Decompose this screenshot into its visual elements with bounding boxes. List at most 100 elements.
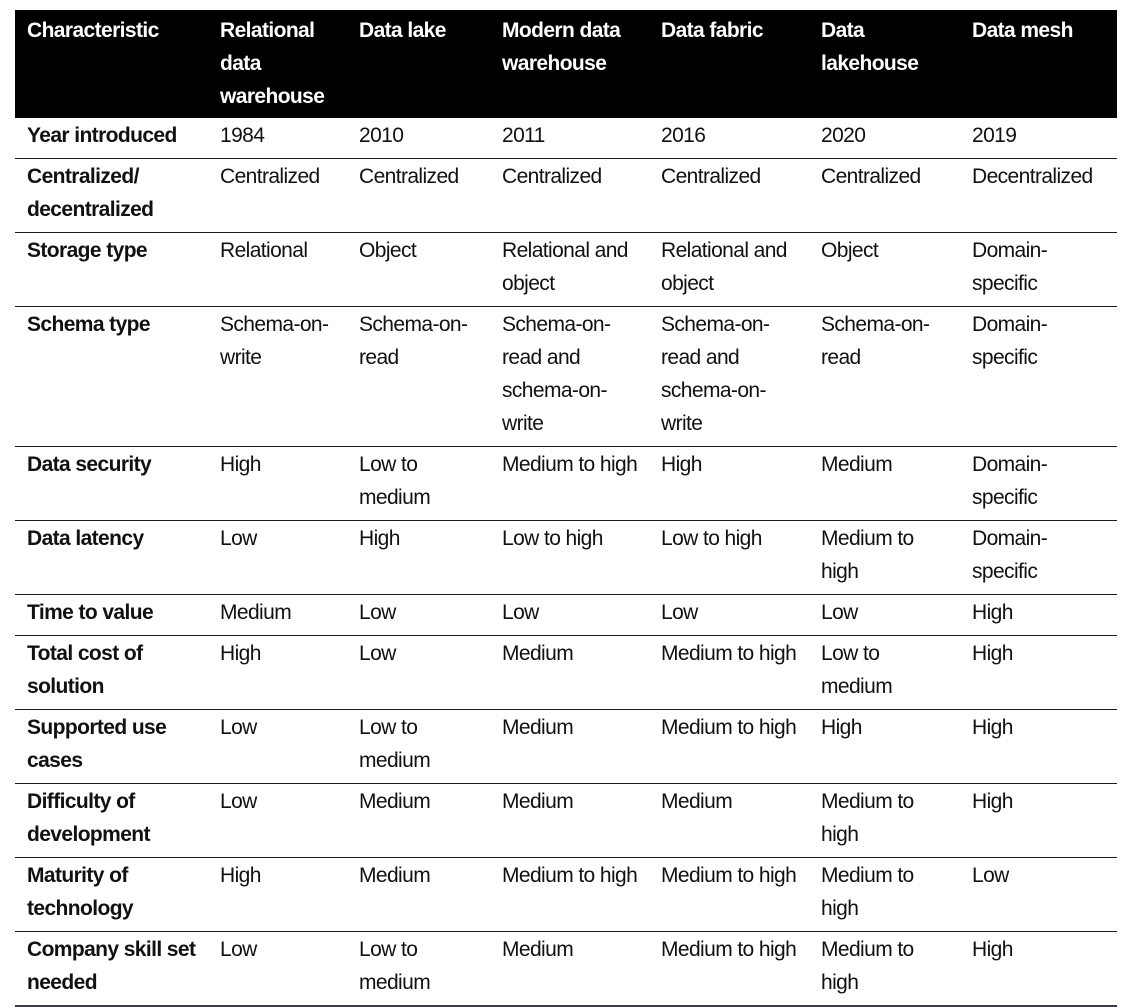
table-row-storage-type: Storage type Relational Object Relationa… xyxy=(15,232,1117,307)
cell-data-lakehouse: Low xyxy=(809,594,960,636)
cell-data-mesh: High xyxy=(960,931,1117,1007)
table-row-centralized-decentralized: Centralized/ decentralized Centralized C… xyxy=(15,158,1117,233)
cell-data-lakehouse: Schema-on- read xyxy=(809,306,960,447)
cell-modern-data-warehouse: Medium to high xyxy=(490,446,649,521)
row-label: Company skill set needed xyxy=(15,931,208,1007)
cell-modern-data-warehouse: Medium xyxy=(490,783,649,858)
row-label: Time to value xyxy=(15,594,208,636)
cell-data-lake: 2010 xyxy=(347,118,490,159)
cell-data-fabric: Medium xyxy=(649,783,809,858)
cell-modern-data-warehouse: Medium to high xyxy=(490,857,649,932)
cell-data-mesh: Domain- specific xyxy=(960,446,1117,521)
row-label: Difficulty of development xyxy=(15,783,208,858)
cell-data-mesh: Domain- specific xyxy=(960,232,1117,307)
cell-modern-data-warehouse: Medium xyxy=(490,709,649,784)
header-data-lake: Data lake xyxy=(359,19,446,42)
cell-data-lakehouse: High xyxy=(809,709,960,784)
data-architecture-comparison-table: Characteristic Relational data warehouse… xyxy=(15,10,1117,1007)
row-label: Total cost of solution xyxy=(15,635,208,710)
row-label: Supported use cases xyxy=(15,709,208,784)
cell-data-mesh: High xyxy=(960,594,1117,636)
comparison-table-container: Characteristic Relational data warehouse… xyxy=(15,10,1117,1007)
cell-data-mesh: High xyxy=(960,709,1117,784)
cell-data-fabric: Low xyxy=(649,594,809,636)
cell-modern-data-warehouse: Low xyxy=(490,594,649,636)
cell-data-fabric: Centralized xyxy=(649,158,809,233)
header-row: Characteristic Relational data warehouse… xyxy=(15,10,1117,118)
cell-modern-data-warehouse: Low to high xyxy=(490,520,649,595)
header-characteristic: Characteristic xyxy=(27,19,159,42)
header-data-mesh: Data mesh xyxy=(972,19,1073,42)
cell-data-fabric: 2016 xyxy=(649,118,809,159)
cell-data-fabric: Medium to high xyxy=(649,857,809,932)
cell-relational-data-warehouse: High xyxy=(208,635,347,710)
cell-data-fabric: Low to high xyxy=(649,520,809,595)
cell-data-lake: Low to medium xyxy=(347,446,490,521)
cell-data-mesh: 2019 xyxy=(960,118,1117,159)
cell-data-fabric: Relational and object xyxy=(649,232,809,307)
row-label: Storage type xyxy=(15,232,208,307)
cell-data-lakehouse: Low to medium xyxy=(809,635,960,710)
cell-relational-data-warehouse: Low xyxy=(208,783,347,858)
cell-relational-data-warehouse: Relational xyxy=(208,232,347,307)
cell-modern-data-warehouse: Relational and object xyxy=(490,232,649,307)
cell-data-lakehouse: Medium to high xyxy=(809,931,960,1007)
table-row-supported-use-cases: Supported use cases Low Low to medium Me… xyxy=(15,709,1117,784)
cell-data-fabric: High xyxy=(649,446,809,521)
cell-data-lakehouse: Medium to high xyxy=(809,857,960,932)
cell-relational-data-warehouse: High xyxy=(208,857,347,932)
table-header: Characteristic Relational data warehouse… xyxy=(15,10,1117,118)
cell-data-fabric: Medium to high xyxy=(649,635,809,710)
cell-data-lakehouse: Medium to high xyxy=(809,520,960,595)
table-row-time-to-value: Time to value Medium Low Low Low Low Hig… xyxy=(15,594,1117,636)
cell-data-lakehouse: Object xyxy=(809,232,960,307)
table-row-maturity-of-technology: Maturity of technology High Medium Mediu… xyxy=(15,857,1117,932)
cell-modern-data-warehouse: Medium xyxy=(490,931,649,1007)
row-label: Data security xyxy=(15,446,208,521)
cell-relational-data-warehouse: 1984 xyxy=(208,118,347,159)
row-label: Maturity of technology xyxy=(15,857,208,932)
row-label: Schema type xyxy=(15,306,208,447)
cell-data-lake: Medium xyxy=(347,857,490,932)
cell-data-lake: Low xyxy=(347,594,490,636)
table-row-company-skill-set-needed: Company skill set needed Low Low to medi… xyxy=(15,931,1117,1007)
cell-relational-data-warehouse: Medium xyxy=(208,594,347,636)
cell-data-lakehouse: 2020 xyxy=(809,118,960,159)
cell-relational-data-warehouse: High xyxy=(208,446,347,521)
cell-data-mesh: Domain- specific xyxy=(960,306,1117,447)
table-row-total-cost-of-solution: Total cost of solution High Low Medium M… xyxy=(15,635,1117,710)
cell-data-lakehouse: Medium xyxy=(809,446,960,521)
row-label: Centralized/ decentralized xyxy=(15,158,208,233)
cell-data-lake: Medium xyxy=(347,783,490,858)
cell-relational-data-warehouse: Low xyxy=(208,931,347,1007)
cell-data-mesh: High xyxy=(960,635,1117,710)
cell-modern-data-warehouse: 2011 xyxy=(490,118,649,159)
cell-data-mesh: Decentralized xyxy=(960,158,1117,233)
table-row-schema-type: Schema type Schema-on- write Schema-on- … xyxy=(15,306,1117,447)
cell-modern-data-warehouse: Centralized xyxy=(490,158,649,233)
cell-data-lake: Low to medium xyxy=(347,709,490,784)
cell-relational-data-warehouse: Low xyxy=(208,709,347,784)
header-modern-data-warehouse: Modern data warehouse xyxy=(502,19,621,75)
table-row-data-latency: Data latency Low High Low to high Low to… xyxy=(15,520,1117,595)
cell-data-lake: Schema-on- read xyxy=(347,306,490,447)
table-row-data-security: Data security High Low to medium Medium … xyxy=(15,446,1117,521)
header-data-fabric: Data fabric xyxy=(661,19,764,42)
cell-data-lake: Centralized xyxy=(347,158,490,233)
table-row-difficulty-of-development: Difficulty of development Low Medium Med… xyxy=(15,783,1117,858)
cell-data-lake: Low to medium xyxy=(347,931,490,1007)
cell-data-fabric: Medium to high xyxy=(649,709,809,784)
table-row-year-introduced: Year introduced 1984 2010 2011 2016 2020… xyxy=(15,118,1117,159)
cell-data-mesh: High xyxy=(960,783,1117,858)
cell-relational-data-warehouse: Schema-on- write xyxy=(208,306,347,447)
cell-data-lakehouse: Centralized xyxy=(809,158,960,233)
cell-modern-data-warehouse: Medium xyxy=(490,635,649,710)
row-label: Year introduced xyxy=(15,118,208,159)
header-relational-data-warehouse: Relational data warehouse xyxy=(220,19,325,108)
header-data-lakehouse: Data lakehouse xyxy=(821,19,919,75)
cell-data-mesh: Low xyxy=(960,857,1117,932)
cell-data-lakehouse: Medium to high xyxy=(809,783,960,858)
row-label: Data latency xyxy=(15,520,208,595)
table-body: Year introduced 1984 2010 2011 2016 2020… xyxy=(15,118,1117,1007)
cell-data-mesh: Domain- specific xyxy=(960,520,1117,595)
